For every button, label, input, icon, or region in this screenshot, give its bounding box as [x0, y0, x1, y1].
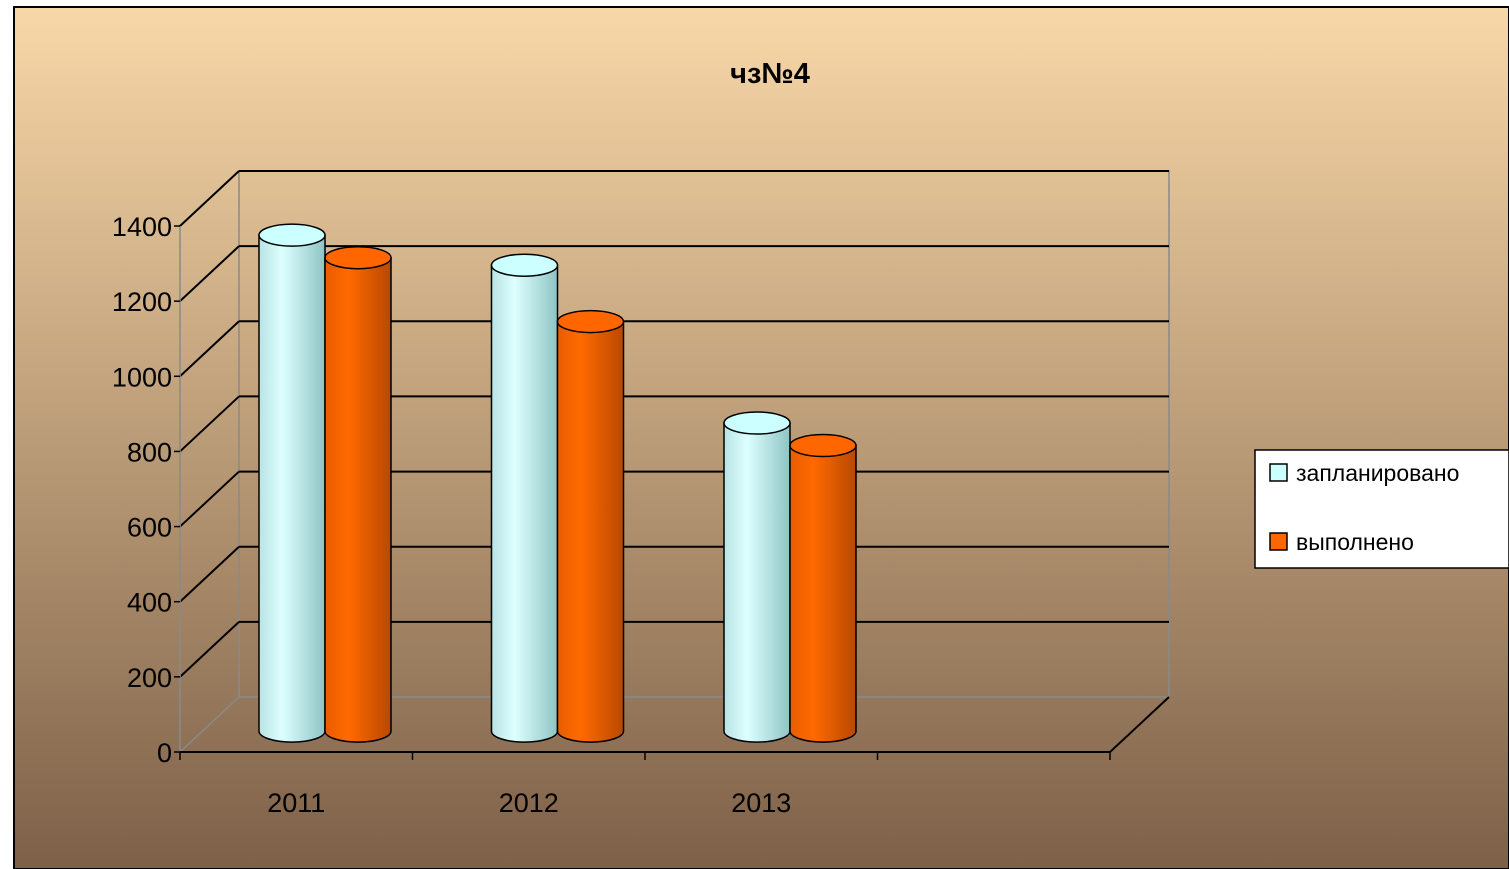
gridline-side [179, 545, 240, 603]
y-tick-label: 1200 [112, 287, 172, 317]
wall-edge [179, 696, 240, 753]
gridline-side [179, 470, 240, 528]
x-tick-label: 2012 [499, 788, 559, 818]
bar-vypolneno-2011 [324, 245, 392, 743]
bar-vypolneno-2013 [789, 433, 857, 743]
y-axis-labels: 0 200 400 600 800 1000 1200 1400 [112, 212, 180, 768]
x-tick-label: 2011 [267, 788, 325, 818]
y-tick-label: 1000 [112, 362, 172, 392]
gridline-side [179, 245, 240, 302]
y-tick-label: 1400 [112, 212, 172, 242]
y-tick-label: 200 [127, 663, 172, 693]
bar-body [490, 264, 559, 743]
legend-label-vypolneno: выполнено [1296, 529, 1414, 555]
gridline-side [179, 170, 240, 227]
bar-body [258, 234, 326, 743]
chart-title: чз№4 [730, 58, 810, 90]
plot-area [179, 170, 1170, 760]
legend-label-zaplanirovano: запланировано [1296, 460, 1459, 486]
bar-top [789, 433, 857, 458]
bar-top [258, 223, 326, 247]
x-axis-labels: 2011 2012 2013 [267, 788, 791, 818]
bar-zaplanirovano-2013 [723, 411, 791, 743]
bar-top [723, 411, 791, 435]
bar-vypolneno-2012 [556, 309, 625, 743]
floor-edge [1109, 696, 1170, 753]
bars [258, 223, 857, 743]
legend: запланировано выполнено [1254, 449, 1509, 569]
bar-body [723, 422, 791, 743]
legend-swatch-vypolneno [1269, 532, 1288, 551]
bar-zaplanirovano-2012 [490, 253, 559, 743]
gridline-side [179, 320, 240, 378]
bar-body [324, 256, 392, 743]
y-tick-label: 400 [127, 588, 172, 618]
x-tick-label: 2013 [731, 788, 791, 818]
legend-swatch-zaplanirovano [1269, 463, 1288, 482]
bar-top [324, 245, 392, 270]
y-tick-label: 600 [127, 513, 172, 543]
bar-top [490, 253, 559, 277]
bar-body [789, 444, 857, 743]
bar-body [556, 320, 625, 743]
gridline-side [179, 621, 240, 678]
bar-top [556, 309, 625, 334]
bar-zaplanirovano-2011 [258, 223, 326, 743]
y-tick-label: 0 [157, 738, 172, 768]
gridline-side [179, 395, 240, 453]
legend-box [1254, 449, 1509, 569]
y-tick-label: 800 [127, 437, 172, 467]
